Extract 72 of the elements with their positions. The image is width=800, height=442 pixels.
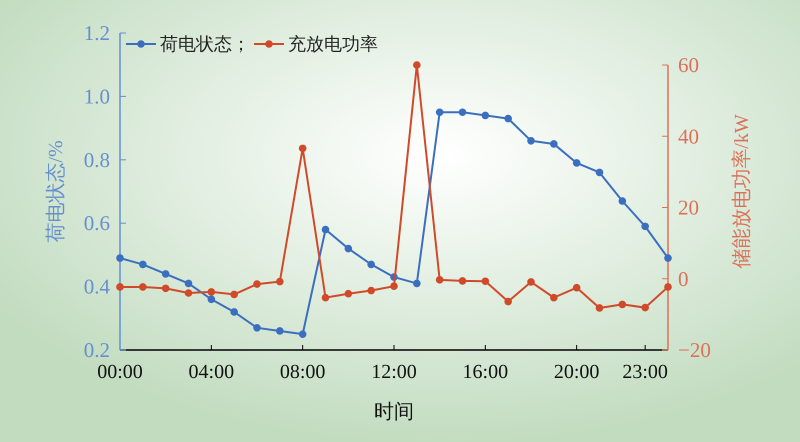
y-tick-label: 1.0 [84, 84, 110, 108]
point [139, 283, 147, 291]
point [504, 298, 512, 306]
x-tick-label: 20:00 [554, 361, 600, 383]
legend-label: 充放电功率 [288, 34, 378, 54]
point [413, 280, 421, 288]
point [596, 168, 604, 176]
point [550, 140, 558, 148]
point [458, 108, 466, 116]
point [208, 295, 216, 304]
point [572, 159, 580, 167]
point [618, 300, 626, 308]
point [116, 254, 124, 262]
x-tick-label: 16:00 [462, 361, 508, 383]
point [367, 260, 375, 268]
point [482, 112, 490, 120]
point [596, 304, 604, 312]
point [641, 222, 649, 230]
y-tick-label: 0.2 [84, 338, 110, 362]
y-tick-label: 1.2 [84, 21, 110, 45]
point [208, 288, 216, 296]
point [276, 278, 284, 286]
y2-tick-label: 60 [678, 53, 699, 77]
point [664, 283, 672, 291]
point [298, 330, 306, 338]
point [367, 286, 375, 294]
x-tick-label: 23:00 [622, 361, 668, 383]
point [276, 327, 284, 335]
point [664, 254, 672, 262]
point [436, 108, 444, 116]
point [298, 144, 306, 152]
point [322, 226, 330, 234]
point [184, 280, 192, 288]
point [162, 284, 170, 292]
y-tick-label: 0.8 [84, 148, 110, 172]
y2-tick-label: 40 [678, 124, 699, 148]
legend-label: 荷电状态； [160, 34, 250, 54]
y2-tick-label: −20 [678, 338, 711, 362]
point [253, 280, 261, 288]
y-tick-label: 0.6 [84, 211, 110, 236]
point [344, 244, 352, 252]
point [322, 294, 330, 302]
point [162, 270, 170, 278]
x-tick-label: 12:00 [371, 361, 417, 383]
point [504, 114, 512, 122]
point [527, 136, 535, 145]
point [184, 289, 192, 297]
x-tick-label: 08:00 [280, 361, 326, 383]
point [641, 304, 649, 312]
x-tick-label: 00:00 [97, 361, 143, 383]
point [458, 277, 466, 285]
point [572, 284, 580, 292]
point [413, 61, 421, 69]
point [618, 197, 626, 205]
point [390, 282, 398, 290]
point [230, 308, 238, 316]
y-tick-label: 0.4 [84, 274, 110, 299]
y2-tick-label: 0 [678, 266, 688, 291]
point [550, 294, 558, 302]
point [527, 278, 535, 286]
point [436, 276, 444, 284]
y2-tick-label: 20 [678, 196, 699, 220]
y2-axis-title: 储能放电功率/kW [731, 114, 753, 269]
point [344, 290, 352, 298]
point [139, 260, 147, 268]
point [230, 290, 238, 298]
y-axis-title: 荷电状态/% [45, 140, 67, 243]
x-tick-label: 04:00 [188, 361, 234, 383]
point [116, 283, 124, 291]
x-axis-title: 时间 [374, 401, 414, 423]
point [253, 324, 261, 332]
point [482, 277, 490, 286]
